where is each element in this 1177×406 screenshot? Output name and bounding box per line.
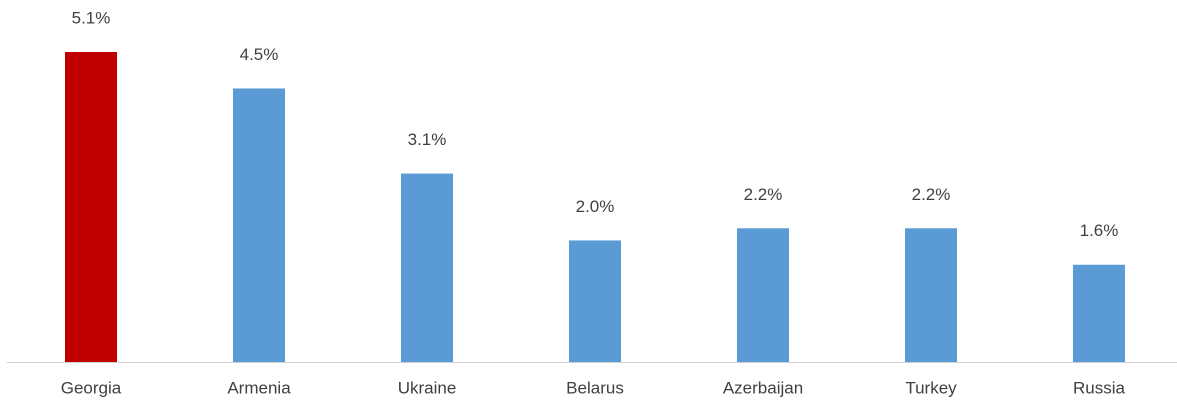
value-label: 2.0% <box>576 197 615 216</box>
x-tick-label: Armenia <box>227 378 291 397</box>
value-label: 3.1% <box>408 130 447 149</box>
x-tick-label: Azerbaijan <box>723 378 803 397</box>
bar <box>401 173 453 362</box>
bar <box>737 228 789 362</box>
x-tick-label: Ukraine <box>398 378 457 397</box>
value-label: 1.6% <box>1080 221 1119 240</box>
bar <box>1073 264 1125 362</box>
x-tick-label: Georgia <box>61 378 122 397</box>
value-label: 5.1% <box>72 8 111 27</box>
x-tick-label: Russia <box>1073 378 1126 397</box>
x-tick-label: Belarus <box>566 378 624 397</box>
x-tick-label: Turkey <box>905 378 957 397</box>
bar <box>569 240 621 362</box>
value-label: 2.2% <box>912 185 951 204</box>
bar <box>905 228 957 362</box>
value-label: 2.2% <box>744 185 783 204</box>
bar <box>65 52 117 362</box>
value-label: 4.5% <box>240 45 279 64</box>
bar <box>233 88 285 363</box>
